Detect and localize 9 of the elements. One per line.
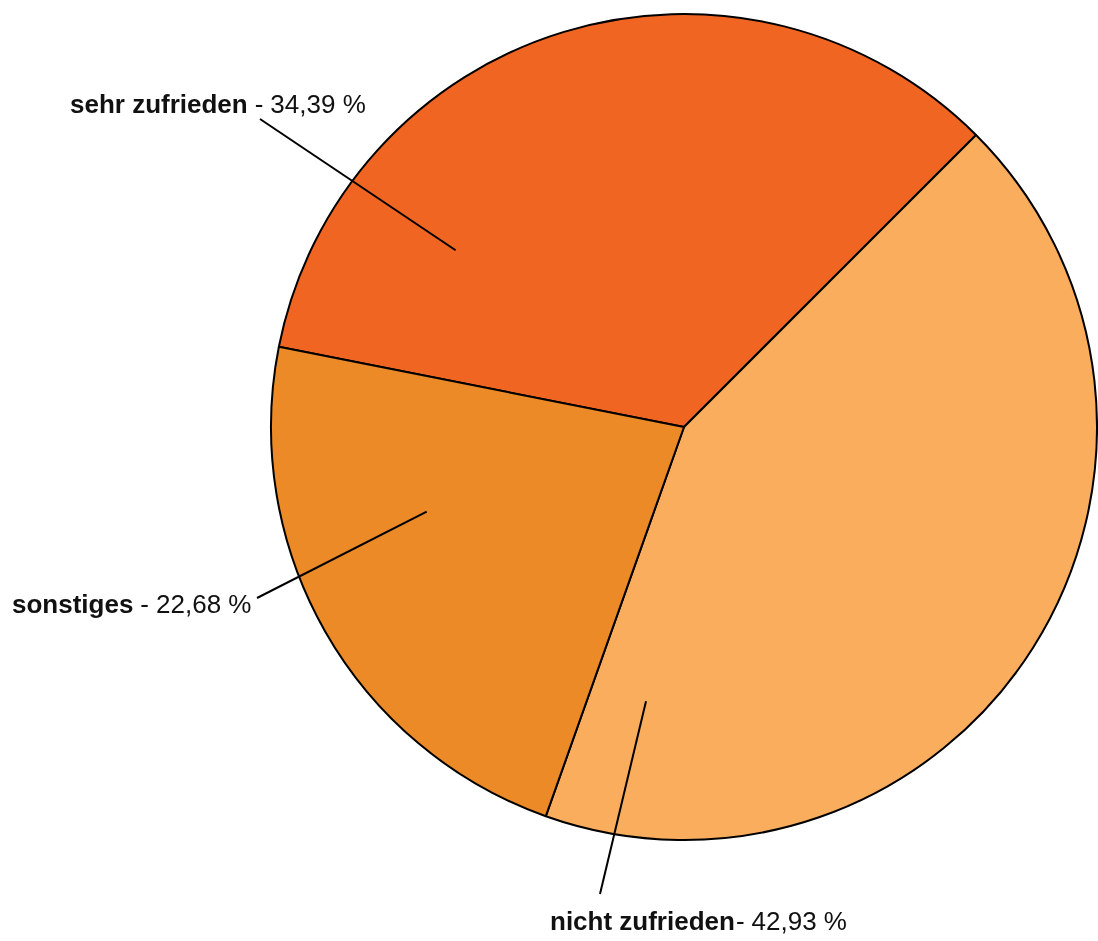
data-label: 34,39 % <box>270 89 366 119</box>
text: - <box>140 589 150 619</box>
slice-label: sehr zufrieden <box>70 89 248 119</box>
text: - <box>254 89 264 119</box>
text: - <box>735 906 745 936</box>
slice-label: nicht zufrieden <box>550 906 735 936</box>
slice-label: sonstiges <box>12 589 134 619</box>
data-label: 22,68 % <box>156 589 252 619</box>
data-label: 42,93 % <box>751 906 847 936</box>
